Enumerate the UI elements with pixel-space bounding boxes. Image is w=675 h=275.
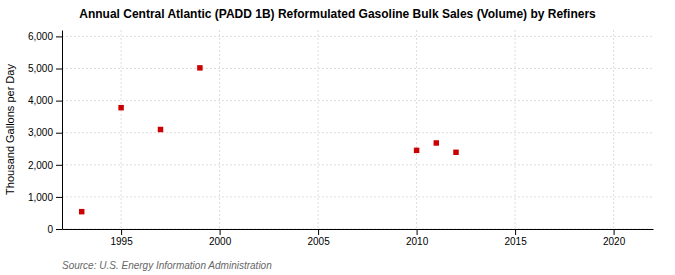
y-axis: 0 1,000 2,000 3,000 4,000 5,000 6,000 <box>28 31 63 235</box>
tick-label: 2020 <box>603 236 626 247</box>
tick-label: 2000 <box>209 236 232 247</box>
tick-mark <box>318 229 319 235</box>
tick-label: 1,000 <box>28 192 53 203</box>
tick: 2005 <box>307 229 330 247</box>
tick-label: 6,000 <box>28 31 53 42</box>
grid-line <box>62 68 653 69</box>
grid-line <box>62 229 653 230</box>
grid-line <box>62 36 653 37</box>
tick: 2010 <box>406 229 429 247</box>
point <box>79 209 84 214</box>
grid-line <box>219 30 220 229</box>
tick-mark <box>56 36 62 37</box>
tick-label: 0 <box>47 224 53 235</box>
tick: 1,000 <box>28 192 62 203</box>
grid <box>62 30 653 229</box>
tick: 2020 <box>603 229 626 247</box>
point <box>197 65 202 70</box>
tick-label: 2015 <box>504 236 527 247</box>
grid-line <box>613 30 614 229</box>
grid-line <box>318 30 319 229</box>
tick-mark <box>220 229 221 235</box>
points <box>79 65 459 214</box>
tick: 2015 <box>504 229 527 247</box>
plot-area: 1995 2000 2005 2010 2015 2020 0 1,000 2,000 3,000… <box>28 30 654 247</box>
grid-line <box>121 30 122 229</box>
point <box>453 150 458 155</box>
y-axis-title: Thousand Gallons per Day <box>4 64 16 195</box>
tick: 6,000 <box>28 31 62 42</box>
grid-line <box>62 164 653 165</box>
tick-mark <box>56 69 62 70</box>
x-axis: 1995 2000 2005 2010 2015 2020 <box>63 229 654 247</box>
point <box>158 127 163 132</box>
tick: 4,000 <box>28 95 62 106</box>
point <box>118 105 123 110</box>
tick: 1995 <box>110 229 133 247</box>
grid-line <box>62 132 653 133</box>
tick-label: 3,000 <box>28 127 53 138</box>
chart: 1995 2000 2005 2010 2015 2020 0 1,000 2,000 3,000… <box>0 0 675 275</box>
grid-line <box>62 196 653 197</box>
tick-label: 5,000 <box>28 63 53 74</box>
grid-line <box>62 100 653 101</box>
grid-line <box>416 30 417 229</box>
tick-mark <box>56 197 62 198</box>
tick-label: 2005 <box>307 236 330 247</box>
tick-mark <box>56 165 62 166</box>
tick-mark <box>614 229 615 235</box>
tick: 2,000 <box>28 160 62 171</box>
tick-mark <box>417 229 418 235</box>
tick-mark <box>56 133 62 134</box>
axis-line <box>63 229 654 230</box>
title: Annual Central Atlantic (PADD 1B) Reform… <box>79 7 596 21</box>
grid-line <box>515 30 516 229</box>
tick-label: 2010 <box>406 236 429 247</box>
tick-label: 1995 <box>110 236 133 247</box>
tick: 2000 <box>209 229 232 247</box>
tick-mark <box>56 101 62 102</box>
tick: 5,000 <box>28 63 62 74</box>
axis-line <box>62 31 63 230</box>
point <box>414 148 419 153</box>
tick: 3,000 <box>28 127 62 138</box>
tick-mark <box>56 229 62 230</box>
tick-mark <box>515 229 516 235</box>
tick-label: 4,000 <box>28 95 53 106</box>
tick-mark <box>121 229 122 235</box>
tick-label: 2,000 <box>28 160 53 171</box>
point <box>434 140 439 145</box>
annotation: Source: U.S. Energy Information Administ… <box>62 260 272 271</box>
tick: 0 <box>47 224 62 235</box>
